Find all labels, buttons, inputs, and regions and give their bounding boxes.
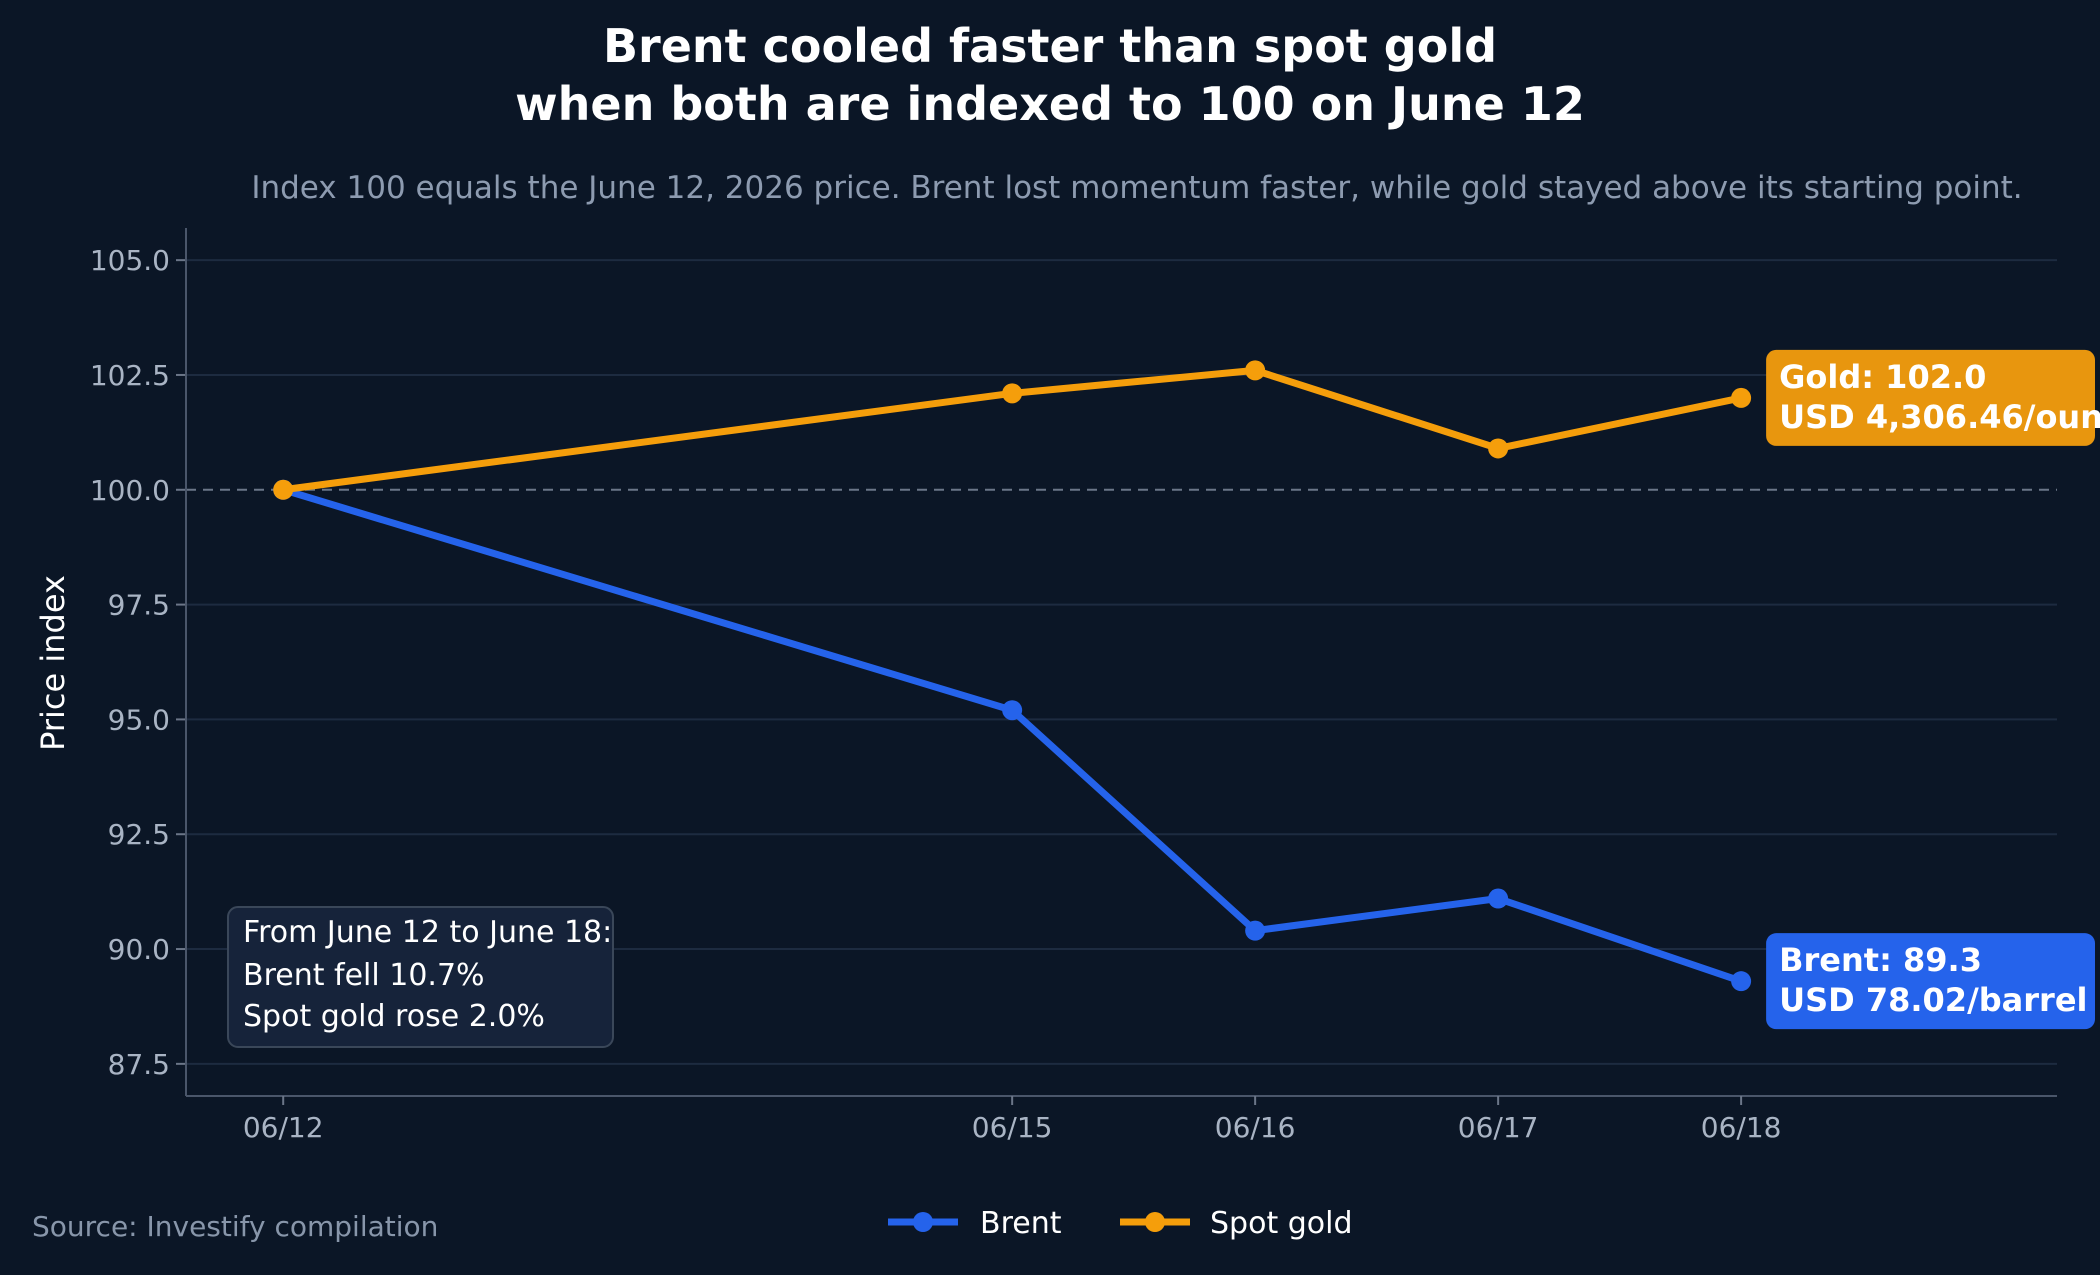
chart-subtitle: Index 100 equals the June 12, 2026 price… [251, 170, 2022, 206]
point-spot-gold [273, 479, 294, 500]
callout-value: Brent: 89.3 [1779, 941, 1982, 979]
callout-value: Gold: 102.0 [1779, 358, 1986, 396]
x-tick-label: 06/12 [243, 1111, 324, 1144]
y-tick-label: 105.0 [90, 244, 170, 277]
x-tick-label: 06/15 [972, 1111, 1053, 1144]
y-tick-label: 97.5 [108, 589, 170, 622]
point-spot-gold [1488, 438, 1509, 459]
y-tick-label: 92.5 [108, 818, 170, 851]
callout-box [1766, 349, 2095, 446]
callout-price: USD 4,306.46/ounce [1779, 398, 2100, 436]
point-brent [1488, 888, 1509, 909]
y-tick-label: 87.5 [108, 1048, 170, 1081]
point-spot-gold [1245, 360, 1266, 381]
y-tick-label: 100.0 [90, 474, 170, 507]
series-lines [273, 360, 1752, 992]
summary-note-line: Brent fell 10.7% [243, 958, 485, 993]
y-axis-label: Price index [34, 575, 72, 751]
point-brent [1245, 920, 1266, 941]
legend-brent-marker [913, 1212, 933, 1232]
summary-note-line: From June 12 to June 18: [243, 915, 612, 950]
callout-box [1766, 933, 2095, 1030]
summary-note-line: Spot gold rose 2.0% [243, 999, 545, 1034]
point-brent [1002, 700, 1023, 721]
summary-note: From June 12 to June 18: Brent fell 10.7… [227, 906, 614, 1048]
chart-title-line2: when both are indexed to 100 on June 12 [515, 77, 1585, 131]
point-spot-gold [1002, 383, 1023, 404]
chart-title: Brent cooled faster than spot gold [603, 19, 1497, 73]
y-tick-label: 102.5 [90, 359, 170, 392]
legend-brent-label: Brent [980, 1206, 1062, 1241]
y-tick-label: 95.0 [108, 703, 170, 736]
summary-note-box [227, 906, 614, 1048]
point-spot-gold [1731, 387, 1752, 408]
y-tick-label: 90.0 [108, 933, 170, 966]
callout-price: USD 78.02/barrel [1779, 981, 2087, 1019]
x-tick-label: 06/16 [1215, 1111, 1296, 1144]
point-brent [1731, 971, 1752, 992]
source-note: Source: Investify compilation [32, 1210, 438, 1243]
legend: Brent Spot gold [888, 1206, 1353, 1241]
x-tick-label: 06/17 [1458, 1111, 1539, 1144]
gridlines [186, 259, 2057, 1065]
legend-gold-label: Spot gold [1210, 1206, 1353, 1241]
x-tick-label: 06/18 [1701, 1111, 1782, 1144]
legend-gold-marker [1145, 1212, 1165, 1232]
axes: 105.0 102.5 100.0 97.5 95.0 92.5 90.0 87.5 06/12… [90, 228, 2057, 1144]
